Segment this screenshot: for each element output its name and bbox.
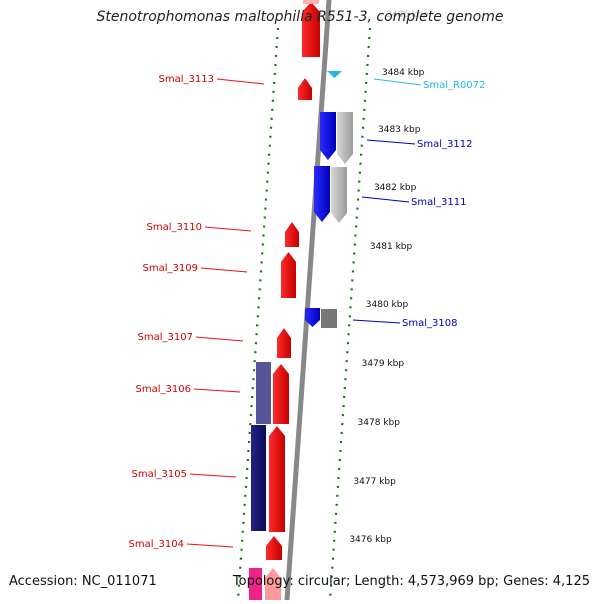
scale-tick-label: 3482 kbp [374, 183, 417, 193]
scale-tick-label: 3478 kbp [358, 418, 401, 428]
gene-label-smal_3107: Smal_3107 [138, 332, 193, 343]
gene-bar-smal-3109 [281, 252, 296, 298]
gene-bar-smal-3104 [266, 536, 282, 560]
scale-tick-label: 3485 kbp [386, 10, 429, 20]
gene-label-smal_3110: Smal_3110 [147, 222, 202, 233]
gene-bar-smal-3113 [298, 78, 312, 100]
gene-bar-pseudo-3112 [337, 112, 353, 164]
gene-bar-smal-3107 [277, 328, 291, 358]
leader-line-smal_3110 [204, 226, 252, 232]
gene-label-smal_3106: Smal_3106 [136, 384, 191, 395]
leader-line-smal_r0072 [373, 78, 422, 86]
scale-tick-label: 3481 kbp [370, 242, 413, 252]
gene-label-smal_3108: Smal_3108 [402, 318, 457, 329]
leader-line-smal_3113 [216, 78, 265, 85]
left-dotted-track [236, 27, 280, 601]
gene-bar-bottom [265, 568, 281, 600]
gene-bar-smal-3110 [285, 222, 299, 247]
leader-line-smal_3105 [189, 473, 237, 478]
gene-bar-pseudo-3108 [321, 309, 337, 328]
gene-bar-smal-3111 [314, 166, 330, 222]
gene-bar-smal-3106 [273, 364, 289, 424]
gene-bar-smal-3105 [269, 426, 285, 532]
gene-label-smal_r0072: Smal_R0072 [423, 80, 485, 91]
scale-tick-label: 3484 kbp [382, 68, 425, 78]
gene-bar-pseudo-3111 [331, 167, 347, 223]
leader-line-smal_3109 [200, 267, 248, 273]
leader-line-smal_3111 [361, 196, 410, 203]
gene-bar-smal-3112 [320, 112, 336, 160]
scale-tick-label: 3477 kbp [353, 477, 396, 487]
region-pink [249, 568, 262, 600]
leader-line-smal_3107 [195, 336, 244, 342]
leader-line-smal_3108 [352, 319, 401, 324]
sequence-backbone [284, 0, 332, 601]
right-dotted-track [328, 27, 372, 601]
map-title: Stenotrophomonas maltophilia R551-3, com… [96, 9, 504, 25]
accession-label: Accession: NC_011071 [9, 574, 157, 589]
rna-marker-smal-r0072 [327, 71, 342, 78]
gene-label-smal_3104: Smal_3104 [129, 539, 184, 550]
gene-label-smal_3111: Smal_3111 [411, 197, 466, 208]
region-dark-upper [256, 362, 271, 424]
gene-label-smal_3109: Smal_3109 [143, 263, 198, 274]
gene-bar-smal-3108 [305, 308, 320, 327]
leader-line-smal_3106 [193, 388, 241, 393]
gene-label-smal_3113: Smal_3113 [159, 74, 214, 85]
leader-line-smal_3112 [366, 139, 416, 145]
gene-bar-faded [303, 0, 319, 4]
gene-label-smal_3112: Smal_3112 [417, 139, 472, 150]
leader-line-smal_3104 [186, 543, 234, 548]
scale-tick-label: 3483 kbp [378, 125, 421, 135]
region-dark-lower [251, 425, 266, 531]
gene-label-smal_3105: Smal_3105 [132, 469, 187, 480]
scale-tick-label: 3476 kbp [349, 535, 392, 545]
gene-bar-top [302, 2, 320, 57]
genome-summary-label: Topology: circular; Length: 4,573,969 bp… [232, 574, 590, 589]
scale-tick-label: 3480 kbp [366, 300, 409, 310]
scale-tick-label: 3479 kbp [362, 359, 405, 369]
